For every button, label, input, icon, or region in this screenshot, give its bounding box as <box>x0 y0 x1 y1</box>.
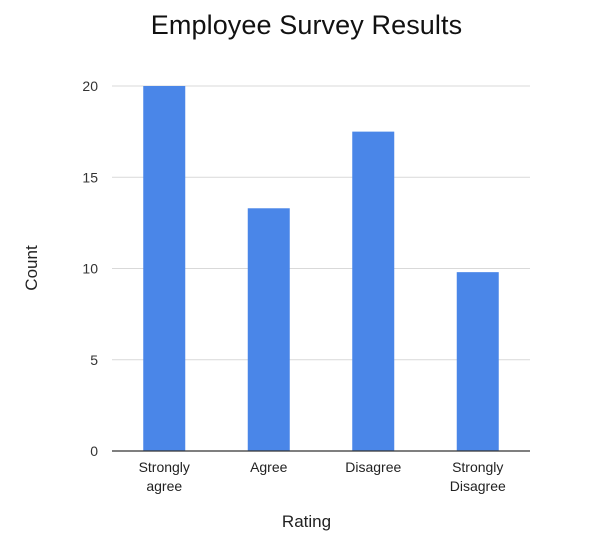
x-axis-title: Rating <box>281 512 332 531</box>
y-tick-label: 15 <box>82 169 98 185</box>
y-tick-label: 20 <box>82 78 98 94</box>
y-tick-label: 5 <box>90 352 98 368</box>
x-tick-label-line: Disagree <box>450 478 506 494</box>
x-tick-label-line: Agree <box>250 459 288 475</box>
bar <box>352 131 395 451</box>
x-tick-label: Disagree <box>345 459 401 475</box>
bar <box>247 208 290 451</box>
x-tick-label: Strongly Disagree <box>450 459 506 494</box>
y-tick-label: 10 <box>82 261 98 277</box>
x-tick-label: Strongly agree <box>139 459 190 494</box>
y-axis-title: Count <box>22 245 41 291</box>
x-tick-label: Agree <box>250 459 288 475</box>
x-tick-label-line: agree <box>146 478 182 494</box>
x-tick-label-line: Strongly <box>452 459 503 475</box>
y-tick-label: 0 <box>90 443 98 459</box>
x-axis-ticks: Strongly agree Agree Disagree Strongly Disagr… <box>139 459 506 494</box>
bar <box>143 86 186 451</box>
x-tick-label-line: Disagree <box>345 459 401 475</box>
bars <box>143 86 499 451</box>
bar <box>456 272 499 451</box>
y-axis-ticks: 0 5 10 15 20 <box>82 78 98 459</box>
chart-title: Employee Survey Results <box>150 10 463 40</box>
x-tick-label-line: Strongly <box>139 459 190 475</box>
